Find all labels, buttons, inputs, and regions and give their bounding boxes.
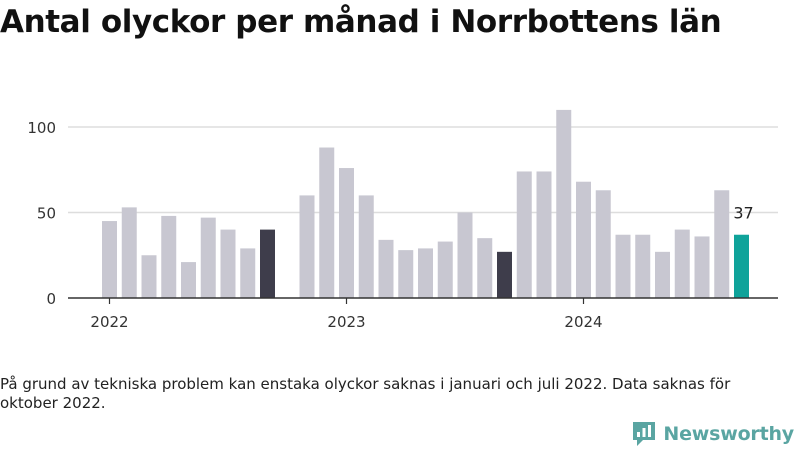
bars: 37 <box>102 109 754 299</box>
bar <box>220 229 236 298</box>
bar <box>398 250 414 298</box>
bar-chart: 37 0 50 100 2022 2023 2024 <box>27 109 778 331</box>
bar <box>497 251 512 298</box>
bar <box>615 234 631 298</box>
gridlines <box>68 126 778 214</box>
bar <box>358 195 374 298</box>
bar <box>260 229 275 298</box>
bar <box>200 217 216 298</box>
bar <box>595 190 611 298</box>
bar <box>694 236 710 298</box>
bar <box>299 195 315 298</box>
newsworthy-logo-icon <box>633 422 656 446</box>
axes: 0 50 100 2022 2023 2024 <box>27 119 778 331</box>
data-label: 37 <box>733 204 753 223</box>
bar <box>714 190 730 298</box>
bar <box>674 229 690 298</box>
bar <box>734 234 749 298</box>
bar <box>418 248 433 298</box>
bar <box>141 255 157 298</box>
y-tick-label: 100 <box>27 119 56 137</box>
bar <box>576 181 591 298</box>
bar <box>536 171 552 298</box>
bar <box>655 251 670 298</box>
bar <box>339 168 354 298</box>
brand-name: Newsworthy <box>663 423 794 445</box>
bar <box>635 234 651 298</box>
bar <box>556 109 572 299</box>
x-tick-label: 2024 <box>564 313 602 331</box>
x-tick-label: 2023 <box>327 313 365 331</box>
bar <box>161 215 177 298</box>
x-tick-label: 2022 <box>90 313 128 331</box>
bar <box>477 238 493 298</box>
chart-title: Antal olyckor per månad i Norrbottens lä… <box>0 4 722 40</box>
y-tick-label: 50 <box>37 205 56 223</box>
brand-logo[interactable]: Newsworthy <box>631 420 794 448</box>
bar <box>181 262 196 298</box>
bar <box>516 171 532 298</box>
bar <box>457 212 473 298</box>
y-tick-label: 0 <box>46 290 56 308</box>
bar <box>102 221 117 298</box>
bar <box>378 239 394 298</box>
bar <box>437 241 453 298</box>
footnote: På grund av tekniska problem kan enstaka… <box>0 375 731 412</box>
bar <box>319 147 335 298</box>
bar <box>240 248 256 298</box>
bar <box>121 207 137 298</box>
